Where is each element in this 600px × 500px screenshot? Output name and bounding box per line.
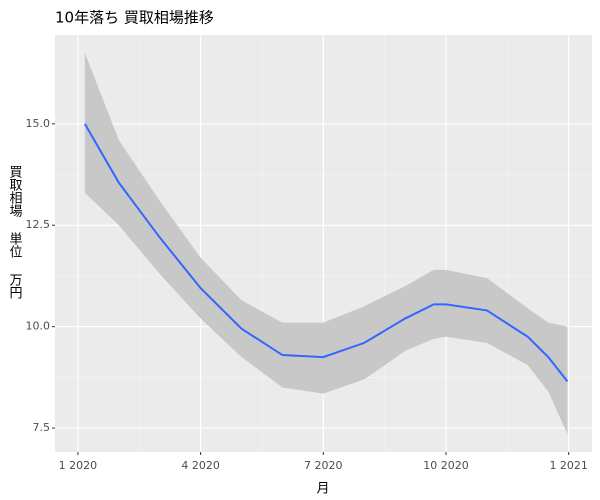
x-tick-label: 4 2020 [181, 459, 220, 472]
x-tick-label: 7 2020 [304, 459, 343, 472]
y-tick-label: 7.5 [33, 421, 51, 434]
y-axis-label: 買取相場 単位 万円 [7, 165, 23, 299]
confidence-band [84, 52, 568, 435]
chart-title: 10年落ち 買取相場推移 [55, 9, 214, 27]
trend-line [83, 123, 569, 383]
y-tick-label: 10.0 [26, 320, 51, 333]
x-tick-label: 1 2020 [59, 459, 98, 472]
x-axis-label: 月 [316, 482, 329, 497]
x-tick-label: 10 2020 [423, 459, 469, 472]
y-tick-label: 15.0 [26, 117, 51, 130]
x-tick-label: 1 2021 [549, 459, 588, 472]
y-tick-label: 12.5 [26, 218, 51, 231]
